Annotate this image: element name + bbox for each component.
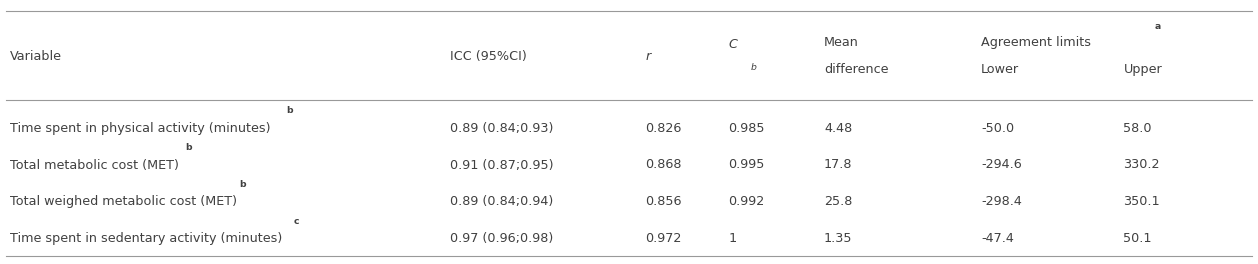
Text: 0.972: 0.972 — [645, 232, 682, 246]
Text: Mean: Mean — [824, 36, 859, 49]
Text: b: b — [751, 63, 757, 72]
Text: Variable: Variable — [10, 50, 62, 63]
Text: ICC (95%CI): ICC (95%CI) — [450, 50, 527, 63]
Text: 0.89 (0.84;0.94): 0.89 (0.84;0.94) — [450, 195, 554, 209]
Text: b: b — [287, 106, 293, 115]
Text: 350.1: 350.1 — [1123, 195, 1160, 209]
Text: -298.4: -298.4 — [981, 195, 1021, 209]
Text: 58.0: 58.0 — [1123, 121, 1152, 135]
Text: a: a — [1155, 22, 1161, 31]
Text: 0.985: 0.985 — [728, 121, 765, 135]
Text: -50.0: -50.0 — [981, 121, 1014, 135]
Text: Time spent in physical activity (minutes): Time spent in physical activity (minutes… — [10, 121, 270, 135]
Text: Time spent in sedentary activity (minutes): Time spent in sedentary activity (minute… — [10, 232, 282, 246]
Text: -47.4: -47.4 — [981, 232, 1014, 246]
Text: 0.992: 0.992 — [728, 195, 765, 209]
Text: 1: 1 — [728, 232, 736, 246]
Text: 1.35: 1.35 — [824, 232, 853, 246]
Text: difference: difference — [824, 63, 888, 77]
Text: 0.856: 0.856 — [645, 195, 682, 209]
Text: Lower: Lower — [981, 63, 1019, 77]
Text: Upper: Upper — [1123, 63, 1162, 77]
Text: 0.995: 0.995 — [728, 158, 765, 172]
Text: 0.868: 0.868 — [645, 158, 682, 172]
Text: 50.1: 50.1 — [1123, 232, 1152, 246]
Text: Total metabolic cost (MET): Total metabolic cost (MET) — [10, 158, 179, 172]
Text: Agreement limits: Agreement limits — [981, 36, 1091, 49]
Text: 330.2: 330.2 — [1123, 158, 1160, 172]
Text: 17.8: 17.8 — [824, 158, 853, 172]
Text: -294.6: -294.6 — [981, 158, 1021, 172]
Text: 0.826: 0.826 — [645, 121, 682, 135]
Text: 25.8: 25.8 — [824, 195, 853, 209]
Text: b: b — [239, 180, 247, 189]
Text: 0.91 (0.87;0.95): 0.91 (0.87;0.95) — [450, 158, 554, 172]
Text: c: c — [293, 217, 299, 226]
Text: r: r — [645, 50, 650, 63]
Text: 0.97 (0.96;0.98): 0.97 (0.96;0.98) — [450, 232, 554, 246]
Text: C: C — [728, 38, 737, 51]
Text: Total weighed metabolic cost (MET): Total weighed metabolic cost (MET) — [10, 195, 237, 209]
Text: 0.89 (0.84;0.93): 0.89 (0.84;0.93) — [450, 121, 554, 135]
Text: 4.48: 4.48 — [824, 121, 852, 135]
Text: b: b — [185, 143, 192, 152]
